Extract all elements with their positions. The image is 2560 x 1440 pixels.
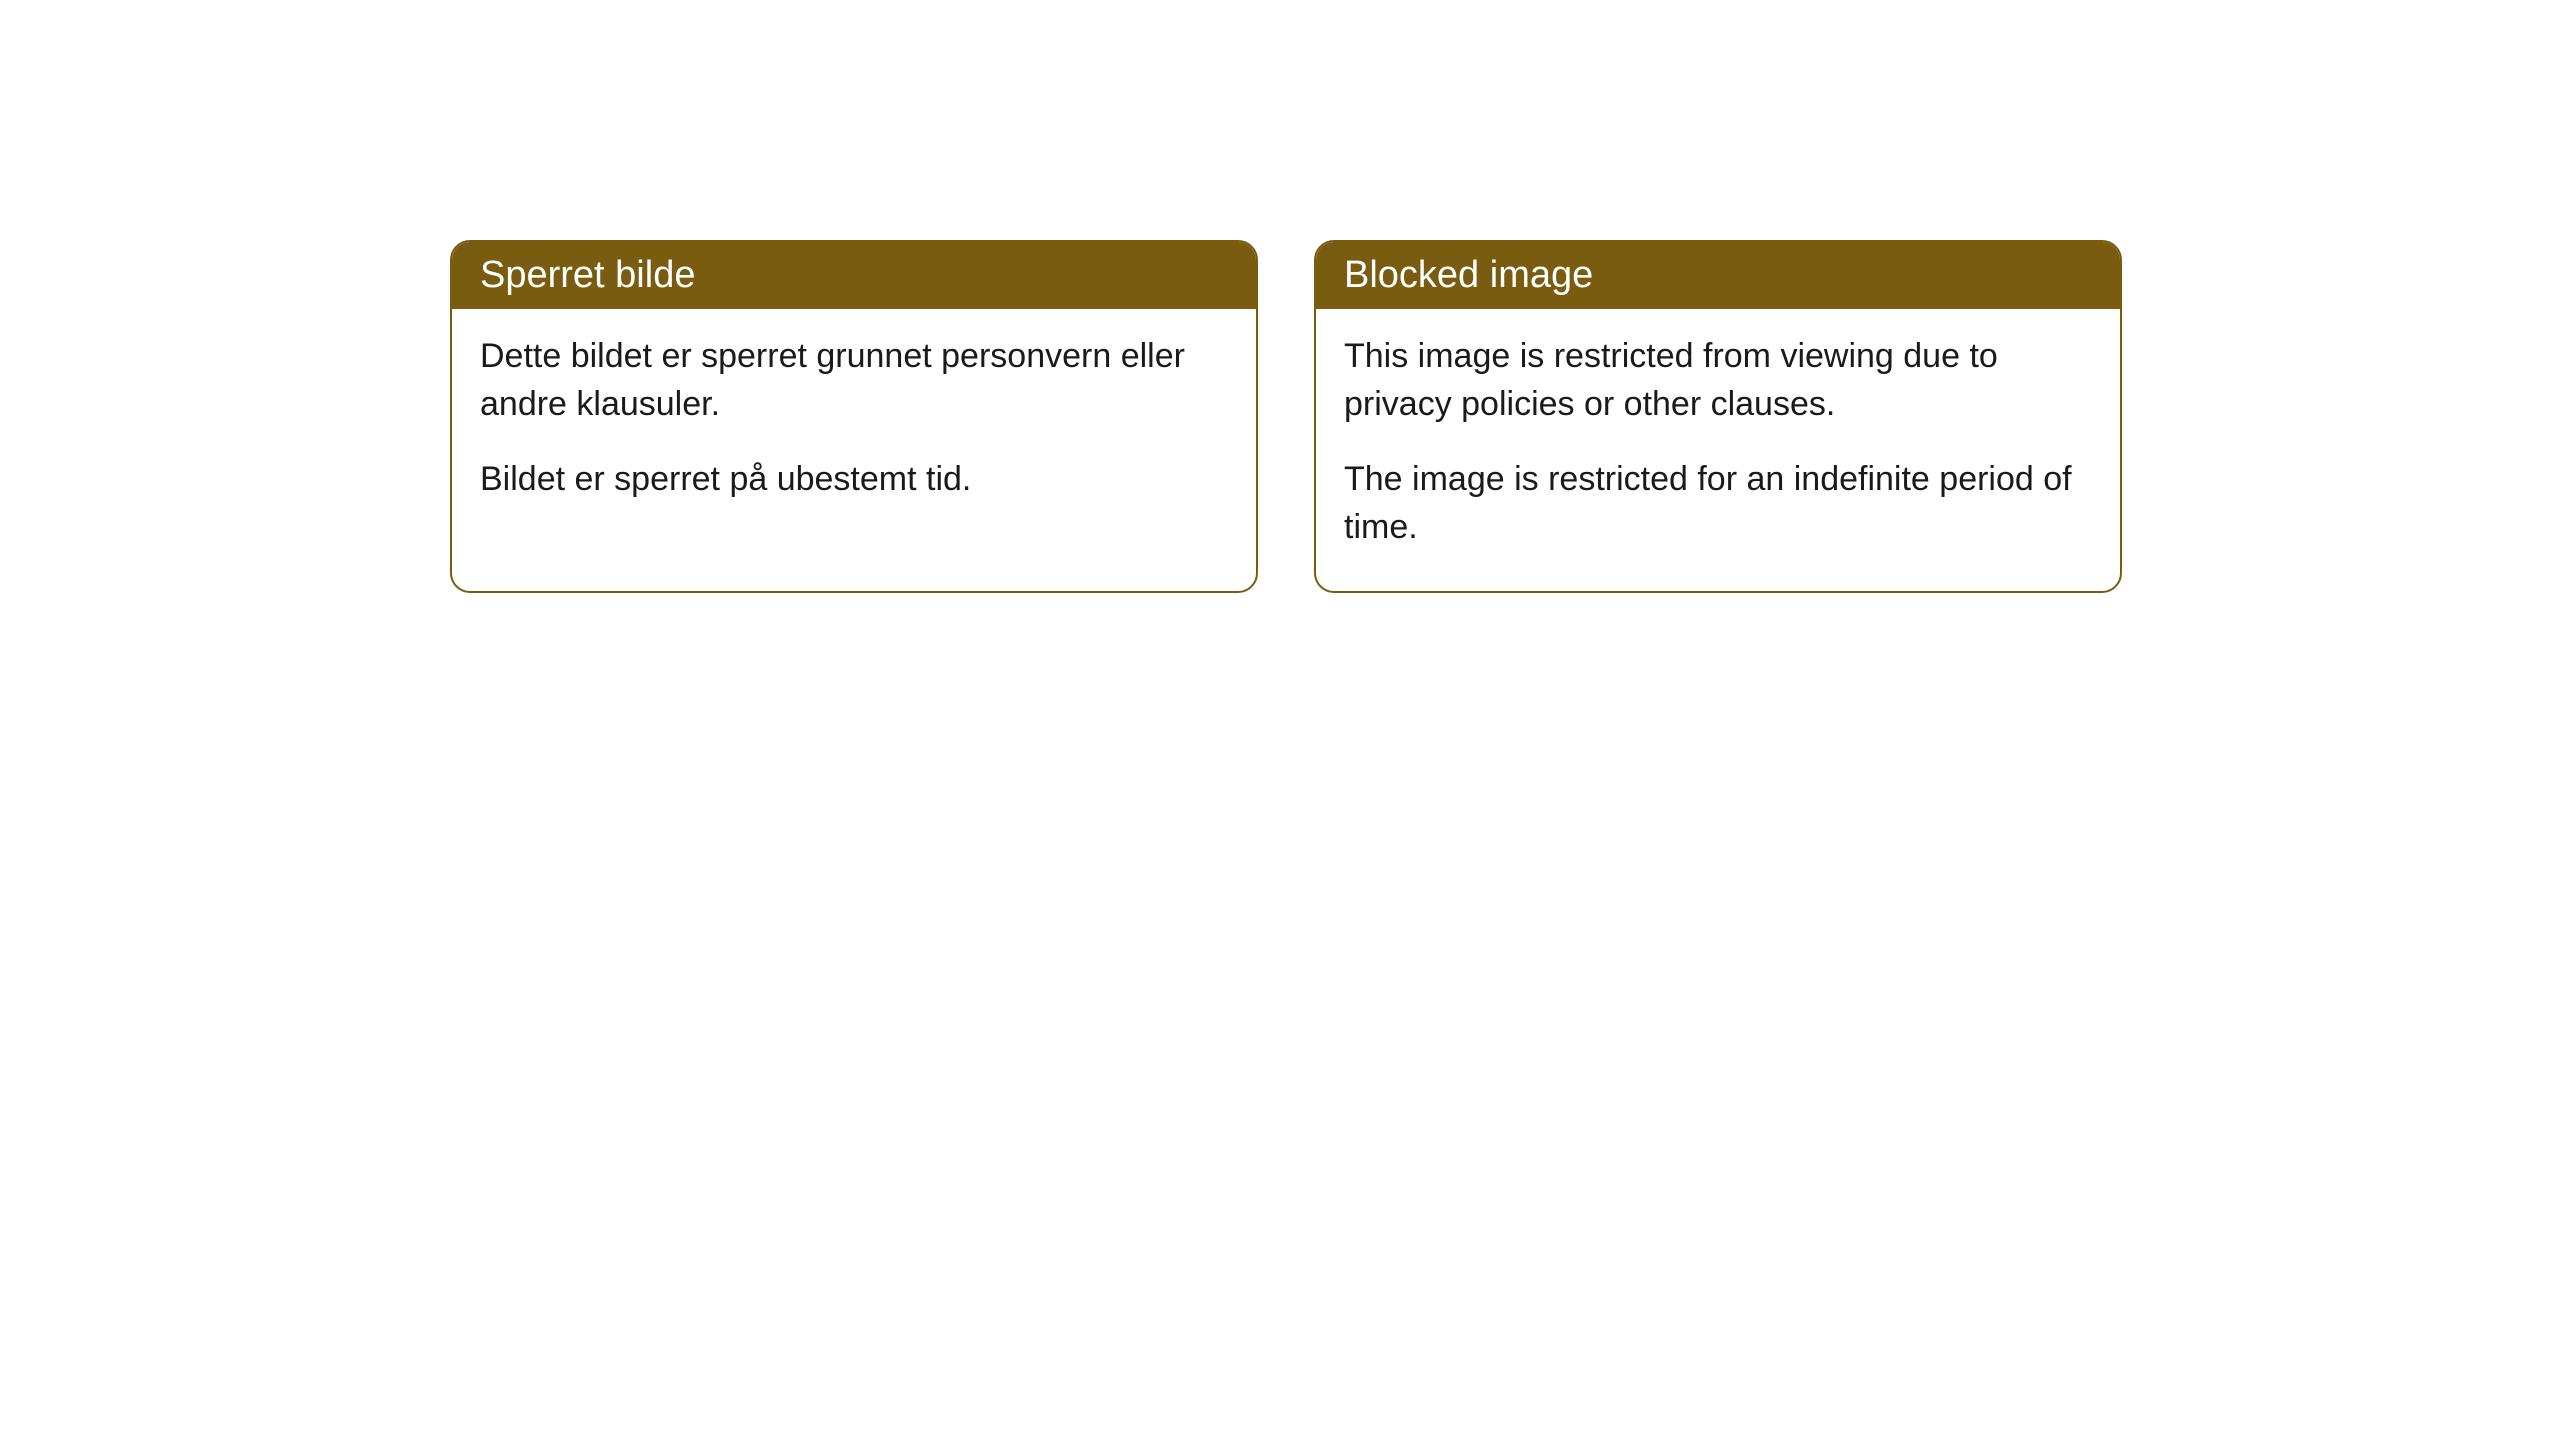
card-paragraph: The image is restricted for an indefinit… <box>1344 456 2092 551</box>
card-header: Sperret bilde <box>452 242 1256 309</box>
card-title: Blocked image <box>1344 254 1593 296</box>
card-body: This image is restricted from viewing du… <box>1316 309 2120 591</box>
blocked-image-card-norwegian: Sperret bilde Dette bildet er sperret gr… <box>450 240 1258 593</box>
card-header: Blocked image <box>1316 242 2120 309</box>
card-paragraph: This image is restricted from viewing du… <box>1344 333 2092 428</box>
card-paragraph: Dette bildet er sperret grunnet personve… <box>480 333 1228 428</box>
card-title: Sperret bilde <box>480 254 695 296</box>
card-body: Dette bildet er sperret grunnet personve… <box>452 309 1256 544</box>
blocked-image-card-english: Blocked image This image is restricted f… <box>1314 240 2122 593</box>
card-paragraph: Bildet er sperret på ubestemt tid. <box>480 456 1228 504</box>
notice-cards-container: Sperret bilde Dette bildet er sperret gr… <box>450 240 2122 593</box>
